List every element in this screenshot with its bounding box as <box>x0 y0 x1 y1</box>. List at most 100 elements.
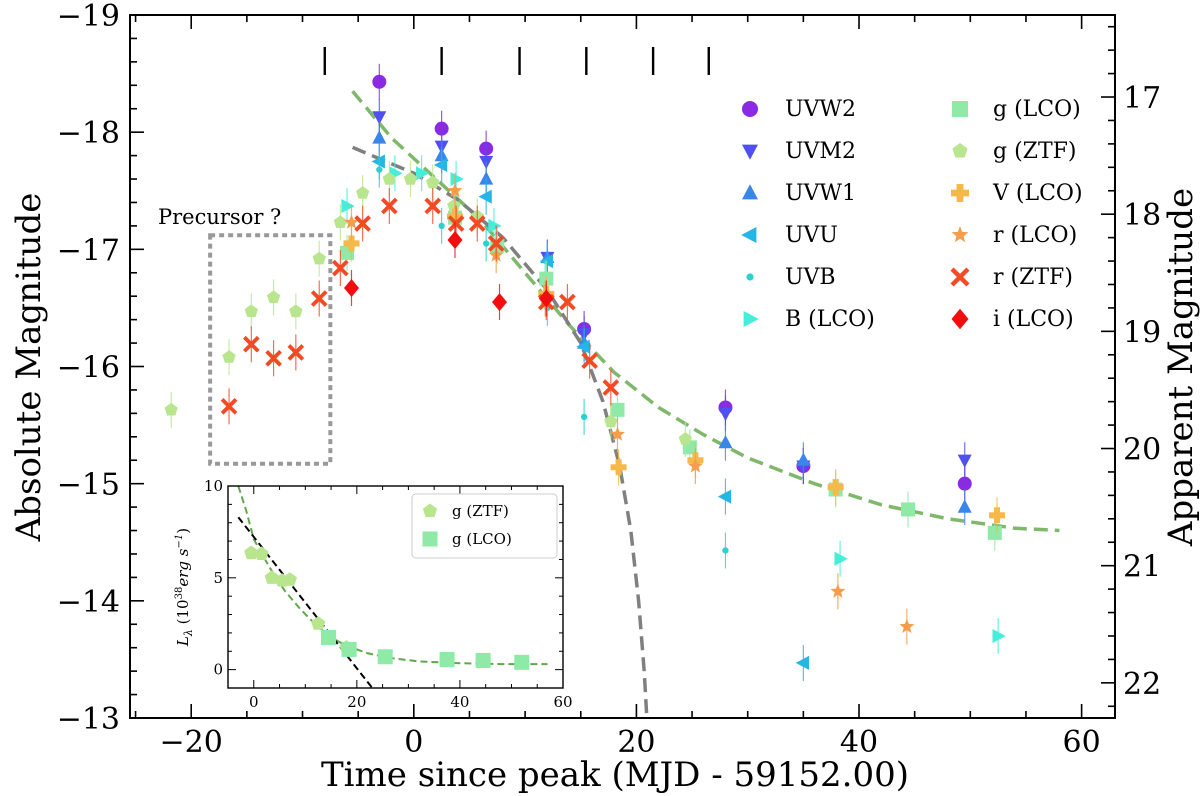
point-g-ztf <box>312 251 326 265</box>
legend-item-v-lco: V (LCO) <box>951 181 1083 206</box>
point-uvw1 <box>796 452 811 466</box>
point-uvw2 <box>372 74 387 89</box>
point-r-ztf <box>310 290 328 307</box>
legend: UVW2 UVM2 UVW1 UVU UVB B (LCO) g (LCO) g (ZTF) V… <box>741 97 1083 332</box>
legend-label: i (LCO) <box>993 307 1074 332</box>
precursor-region <box>208 233 333 466</box>
inset-axes-box <box>227 485 564 689</box>
inset-point-g-lco <box>377 649 393 665</box>
y2-tick-label: 19 <box>1123 315 1161 350</box>
point-r-ztf <box>381 197 398 215</box>
point-v-lco <box>343 235 360 252</box>
curve-power-law-fit <box>351 90 1060 533</box>
point-r-ztf <box>265 349 282 367</box>
point-b-lco <box>450 172 464 186</box>
point-uvb <box>580 413 588 421</box>
inset-y-tick-label: 10 <box>204 477 223 495</box>
point-g-ztf <box>604 414 618 428</box>
point-r-lco <box>610 426 625 441</box>
point-r-ztf <box>602 379 620 396</box>
legend-label: UVB <box>785 265 836 290</box>
point-g-ztf <box>266 290 281 303</box>
inset-points <box>244 545 530 670</box>
point-uvw1 <box>718 435 733 449</box>
point-g-ztf <box>426 175 440 189</box>
legend-marker <box>951 226 969 243</box>
point-g-ztf <box>403 172 418 185</box>
point-g-ztf <box>356 186 370 199</box>
point-uvu <box>795 655 809 670</box>
x-tick-label: 0 <box>404 725 423 760</box>
point-uvb <box>438 222 445 230</box>
inset-legend-item-g-lco: g (LCO) <box>422 530 512 548</box>
legend-item-b-lco: B (LCO) <box>743 307 875 332</box>
point-uvm2 <box>718 407 733 422</box>
legend-label: r (LCO) <box>993 223 1077 248</box>
series-r-ztf <box>220 187 620 425</box>
point-g-ztf <box>244 304 258 318</box>
inset-x-tick-label: 20 <box>347 693 366 711</box>
point-uvw1 <box>372 130 387 144</box>
y2-tick-label: 20 <box>1123 433 1161 468</box>
legend-label: UVW2 <box>785 97 856 122</box>
inset-series-g-lco <box>321 630 530 670</box>
legend-marker <box>951 184 970 202</box>
y2-tick-label: 22 <box>1123 667 1161 702</box>
y2-tick-label: 21 <box>1123 550 1161 585</box>
point-g-lco <box>900 502 915 517</box>
legend-item-r-lco: r (LCO) <box>951 223 1077 248</box>
legend-label: V (LCO) <box>992 181 1083 206</box>
point-r-ztf <box>581 352 598 369</box>
point-uvb <box>722 547 729 554</box>
inset-point-g-lco <box>321 630 336 645</box>
legend-label: UVU <box>785 223 838 248</box>
legend-item-uvw1: UVW1 <box>742 181 856 206</box>
legend-label: r (ZTF) <box>993 265 1073 290</box>
point-r-ztf <box>354 215 371 232</box>
inset-y-tick-label: 5 <box>213 569 223 587</box>
point-g-ztf <box>678 432 692 445</box>
x-tick-label: 40 <box>840 725 878 760</box>
inset-x-tick-label: 40 <box>450 693 469 711</box>
point-i-lco <box>447 231 463 249</box>
point-r-lco <box>687 458 703 473</box>
legend-item-i-lco: i (LCO) <box>951 307 1074 332</box>
point-g-lco <box>987 525 1002 540</box>
series-uvm2 <box>372 98 972 485</box>
legend-marker <box>742 101 758 117</box>
point-g-ztf <box>164 402 178 416</box>
inset-frame <box>227 485 564 689</box>
point-r-ztf <box>487 235 505 252</box>
y2-axis-title: Apparent Magnitude <box>1161 188 1200 547</box>
legend-label: g (ZTF) <box>993 139 1076 164</box>
point-g-lco <box>610 402 625 417</box>
legend-label: B (LCO) <box>785 307 875 332</box>
y-tick-label: −19 <box>57 0 120 34</box>
point-i-lco <box>538 289 554 308</box>
point-uvu <box>717 489 732 504</box>
series-uvw2 <box>372 63 972 502</box>
legend-marker <box>951 308 969 330</box>
legend-label: UVW1 <box>785 181 856 206</box>
point-v-lco <box>989 507 1006 524</box>
inset-ticks: 0 20 40 60 0 5 10 <box>204 477 573 711</box>
y-tick-label: −15 <box>57 468 120 503</box>
legend-item-g-lco: g (LCO) <box>952 97 1081 122</box>
legend-item-uvm2: UVM2 <box>742 139 856 164</box>
y-tick-label: −14 <box>57 585 120 620</box>
point-uvb <box>376 166 383 173</box>
legend-marker <box>741 227 757 243</box>
inset-point-g-lco <box>341 641 357 657</box>
y-tick-label: −17 <box>57 233 120 268</box>
inset-x-tick-label: 60 <box>553 693 572 711</box>
point-b-lco <box>834 551 848 566</box>
legend-item-uvw2: UVW2 <box>742 97 856 122</box>
inset-point-g-lco <box>439 652 455 668</box>
point-uvu <box>371 154 385 169</box>
inset-legend: g (ZTF) g (LCO) <box>411 493 558 559</box>
point-b-lco <box>416 166 430 181</box>
point-uvm2 <box>957 454 972 468</box>
point-uvw2 <box>957 476 972 491</box>
inset-x-tick-label: 0 <box>249 693 259 711</box>
